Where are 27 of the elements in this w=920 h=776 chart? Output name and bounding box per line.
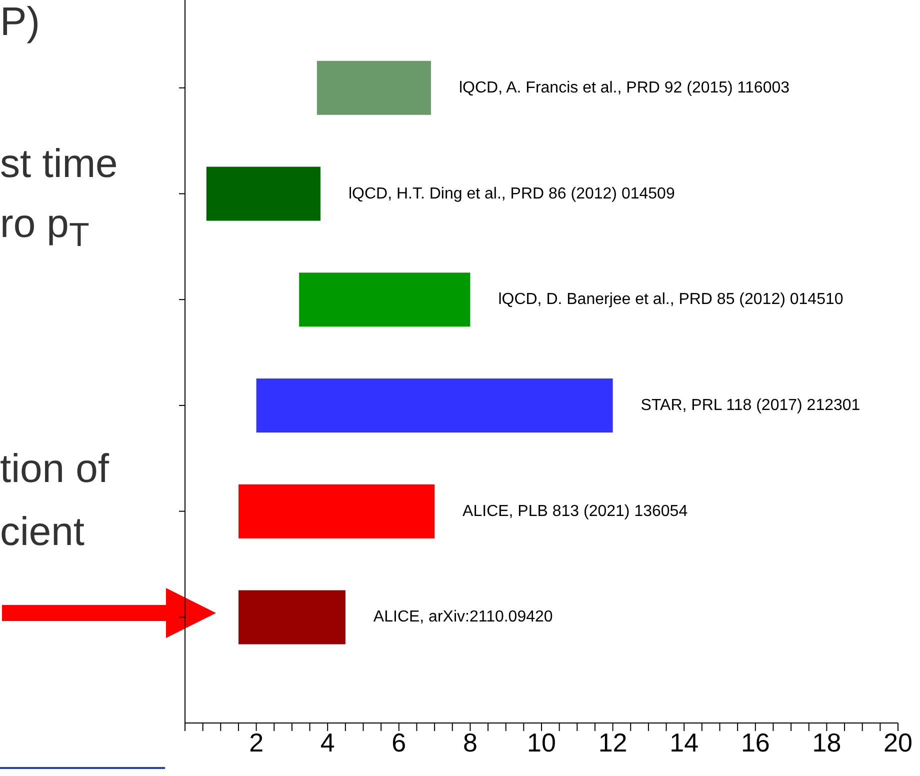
x-tick-label: 2 <box>249 727 264 758</box>
y-tick-label: STAR, PRL 118 (2017) 212301 <box>640 397 860 414</box>
bar <box>206 166 320 221</box>
text: st time <box>0 142 118 187</box>
text: tion of <box>0 447 109 492</box>
x-tick-label: 20 <box>884 727 912 758</box>
x-tick-label: 16 <box>740 727 770 758</box>
x-tick-label: 8 <box>462 727 478 758</box>
y-tick-label: lQCD, H.T. Ding et al., PRD 86 (2012) 014509 <box>348 185 675 202</box>
bar <box>256 378 613 432</box>
bar <box>316 60 431 115</box>
text: cient <box>0 510 84 555</box>
y-tick-label: lQCD, A. Francis et al., PRD 92 (2015) 116003 <box>458 79 790 96</box>
x-tick-label: 10 <box>527 727 556 758</box>
y-tick-label: lQCD, D. Banerjee et al., PRD 85 (2012) 014510 <box>498 291 844 308</box>
x-tick-label: 14 <box>670 727 699 758</box>
bar <box>238 590 346 644</box>
text: ro p$_{T}$ <box>0 202 90 255</box>
y-tick-label: ALICE, PLB 813 (2021) 136054 <box>462 502 688 520</box>
bar <box>299 272 470 327</box>
x-tick-label: 18 <box>812 727 842 758</box>
bar <box>238 484 435 538</box>
x-tick-label: 6 <box>392 727 406 758</box>
x-tick-label: 12 <box>598 727 628 758</box>
text: P) <box>0 0 40 45</box>
y-tick-label: ALICE, arXiv:2110.09420 <box>373 608 553 626</box>
x-tick-label: 4 <box>320 727 335 758</box>
